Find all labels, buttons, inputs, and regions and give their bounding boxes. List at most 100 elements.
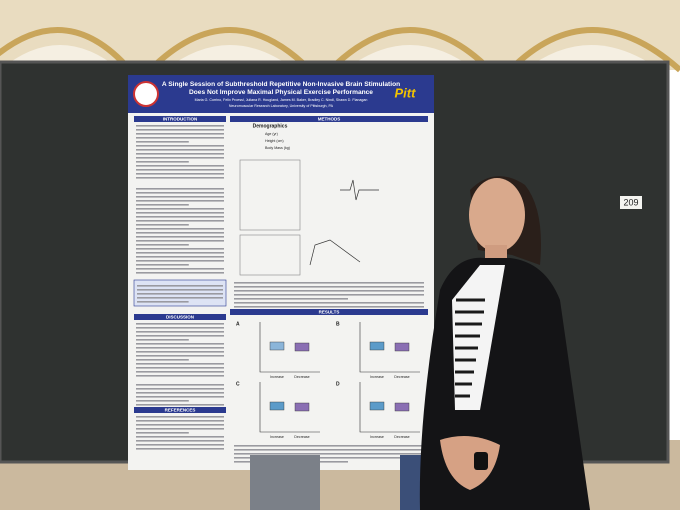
body-text-line	[136, 212, 224, 214]
body-text-line	[234, 282, 424, 284]
body-text-line	[136, 256, 224, 258]
body-text-line	[136, 165, 224, 167]
body-text-line	[136, 388, 224, 390]
body-text-line	[136, 129, 224, 131]
body-text-line	[234, 298, 348, 300]
body-text-line	[136, 355, 224, 357]
section-title: DISCUSSION	[166, 314, 194, 319]
body-text-line	[136, 272, 224, 274]
panel-x-label: Decrease	[394, 435, 409, 439]
body-text-line	[136, 416, 224, 418]
body-text-line	[136, 125, 224, 127]
box	[269, 401, 285, 411]
section-header	[134, 116, 226, 122]
arches	[0, 27, 680, 73]
body-text-line	[136, 252, 224, 254]
panel-x-label: Decrease	[394, 375, 409, 379]
panel-x-label: Increase	[270, 375, 284, 379]
method-diagram	[239, 234, 301, 276]
body-text-line	[137, 297, 223, 299]
body-text-line	[136, 204, 189, 206]
body-text-line	[136, 436, 224, 438]
section-header	[134, 407, 226, 413]
box	[294, 342, 310, 352]
panel-x-label: Increase	[370, 435, 384, 439]
body-text-line	[136, 351, 224, 353]
example-graph	[309, 239, 361, 266]
body-text-line	[234, 449, 424, 451]
section-title: METHODS	[318, 116, 341, 121]
body-text-line	[234, 294, 424, 296]
board-number: 209	[623, 197, 638, 207]
hands	[440, 436, 500, 490]
mep-trace	[340, 179, 379, 201]
body-text-line	[136, 248, 224, 250]
section-header	[230, 116, 428, 122]
body-text-line	[136, 141, 189, 143]
body-text-line	[136, 224, 189, 226]
body-text-line	[136, 440, 224, 442]
body-text-line	[136, 169, 224, 171]
panel-x-label: Increase	[270, 435, 284, 439]
body-text-line	[234, 286, 424, 288]
lab-logo	[133, 81, 159, 107]
board-number-card	[620, 196, 642, 209]
body-text-line	[136, 323, 224, 325]
body-text-line	[234, 302, 424, 304]
panel-label: A	[236, 321, 240, 327]
body-text-line	[234, 290, 424, 292]
body-text-line	[136, 363, 224, 365]
body-text-line	[136, 327, 224, 329]
panel-label: B	[336, 321, 340, 327]
body-text-line	[137, 293, 223, 295]
panel-x-label: Decrease	[294, 435, 309, 439]
body-text-line	[136, 220, 224, 222]
body-text-line	[136, 188, 224, 190]
body-text-line	[136, 396, 224, 398]
body-text-line	[234, 453, 424, 455]
body-text-line	[136, 432, 189, 434]
body-text-line	[136, 268, 224, 270]
body-text-line	[136, 244, 189, 246]
body-text-line	[136, 347, 224, 349]
body-text-line	[136, 232, 224, 234]
panel-axes	[259, 382, 320, 433]
box	[294, 402, 310, 412]
box	[269, 341, 285, 351]
body-text-line	[136, 339, 189, 341]
body-text-line	[234, 306, 424, 308]
university-logo: Pitt	[395, 85, 417, 100]
body-text-line	[136, 196, 224, 198]
body-text-line	[234, 445, 424, 447]
face	[469, 178, 525, 252]
body-text-line	[136, 137, 224, 139]
panel-x-label: Decrease	[294, 375, 309, 379]
body-text-line	[137, 301, 189, 303]
section-header	[134, 314, 226, 320]
panel-axes	[259, 322, 320, 373]
panel-label: C	[236, 381, 240, 387]
body-text-line	[136, 367, 224, 369]
body-text-line	[136, 177, 224, 179]
box	[369, 341, 385, 351]
body-text-line	[136, 260, 224, 262]
body-text-line	[136, 173, 224, 175]
panel-label: D	[336, 381, 340, 387]
demographics-title: Demographics	[253, 123, 288, 129]
watch	[474, 452, 488, 470]
box	[394, 402, 410, 412]
body-text-line	[136, 149, 224, 151]
body-text-line	[136, 400, 189, 402]
body-text-line	[136, 392, 224, 394]
body-text-line	[136, 371, 224, 373]
method-diagram	[239, 159, 301, 231]
section-title: REFERENCES	[165, 407, 196, 412]
poster-authors: Maria G. Corrino, Felix Proessl, Juliana…	[195, 98, 368, 102]
section-header	[230, 309, 428, 315]
body-text-line	[136, 133, 224, 135]
box	[394, 342, 410, 352]
panel-x-label: Increase	[370, 375, 384, 379]
body-text-line	[136, 384, 224, 386]
section-title: RESULTS	[319, 309, 340, 314]
body-text-line	[136, 264, 189, 266]
